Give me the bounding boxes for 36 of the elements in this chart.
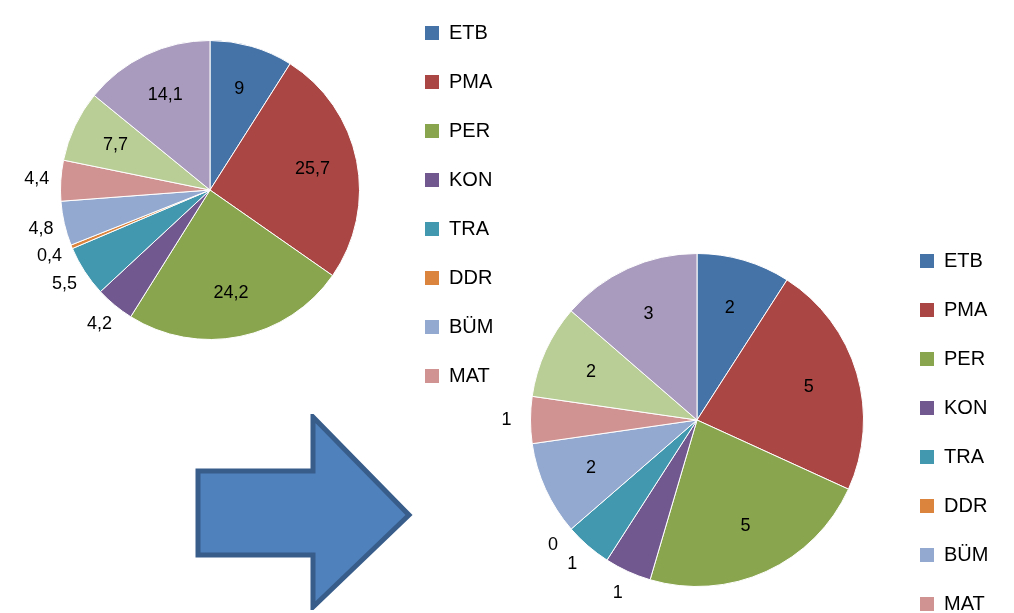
legend-label: MAT (944, 592, 985, 613)
data-label: 5 (803, 376, 814, 397)
data-label: 5,5 (51, 273, 77, 294)
data-label: 3 (643, 302, 654, 323)
legend-label: KON (449, 168, 493, 191)
legend-label: PER (944, 347, 986, 370)
legend-label: PMA (449, 70, 493, 93)
legend-label: MAT (449, 364, 490, 387)
data-label: 5 (740, 514, 751, 535)
legend-label: BÜM (449, 315, 494, 338)
data-label: 14,1 (147, 84, 183, 105)
data-label: 2 (585, 457, 596, 478)
data-label: 4,4 (24, 168, 50, 189)
data-label: 4,2 (86, 312, 112, 333)
legend-label: BÜM (944, 543, 989, 566)
legend-label: TRA (449, 217, 489, 240)
data-label: 7,7 (102, 134, 128, 155)
data-label: 2 (724, 297, 735, 318)
legend-label: ETB (449, 21, 488, 44)
legend-label: ETB (944, 249, 983, 272)
data-label: 1 (567, 552, 578, 573)
legend-label: DDR (449, 266, 493, 289)
data-label: 4,8 (28, 217, 54, 238)
text: 0 (548, 533, 559, 554)
data-label: 25,7 (295, 158, 331, 179)
legend-label: DDR (944, 494, 988, 517)
data-label: 0,4 (36, 244, 63, 265)
data-label: 9 (234, 78, 245, 99)
legend-label: KON (944, 396, 988, 419)
data-label: 1 (501, 408, 512, 429)
legend-label: PER (449, 119, 491, 142)
legend-label: PMA (944, 298, 988, 321)
data-label: 2 (585, 360, 596, 381)
data-label: 1 (612, 582, 623, 603)
legend-label: TRA (944, 445, 984, 468)
data-label: 24,2 (213, 281, 249, 302)
